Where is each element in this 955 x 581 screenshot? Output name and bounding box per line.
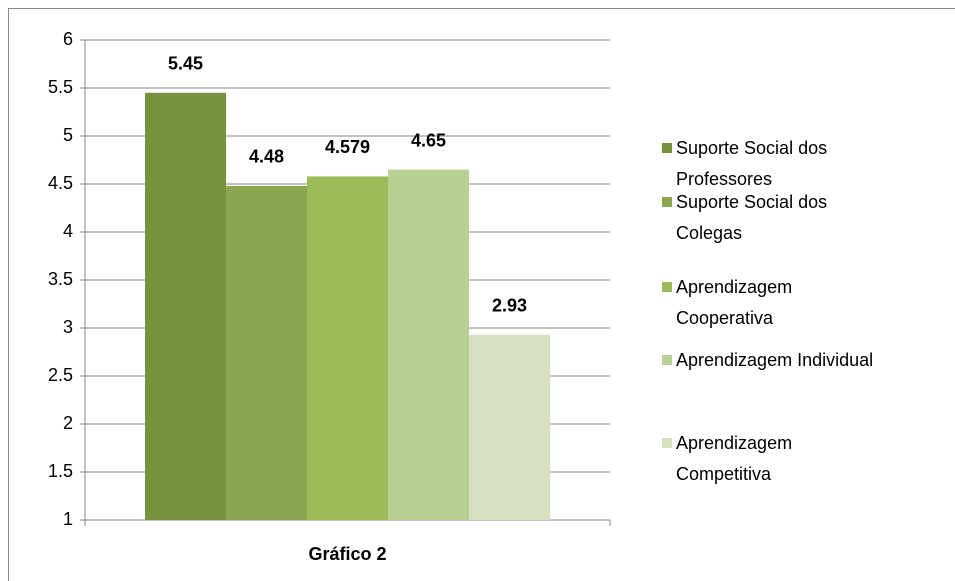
legend-item: Suporte Social dos Professores — [662, 133, 884, 195]
legend-swatch — [662, 143, 672, 153]
y-tick-label: 2 — [63, 413, 73, 433]
y-tick-label: 1.5 — [48, 461, 73, 481]
data-label: 2.93 — [492, 295, 527, 315]
legend-item: Aprendizagem Competitiva — [662, 428, 884, 490]
data-label: 5.45 — [168, 54, 203, 74]
y-tick-label: 4 — [63, 221, 73, 241]
y-tick-label: 2.5 — [48, 365, 73, 385]
legend-swatch — [662, 282, 672, 292]
bar — [388, 169, 469, 520]
legend-swatch — [662, 197, 672, 207]
y-tick-label: 1 — [63, 509, 73, 529]
bar — [307, 176, 388, 520]
legend-label: Suporte Social dos Professores — [676, 138, 828, 189]
legend-swatch — [662, 438, 672, 448]
data-label: 4.579 — [325, 137, 370, 157]
legend-item: Aprendizagem Individual — [662, 345, 884, 376]
y-tick-label: 3.5 — [48, 269, 73, 289]
bar — [226, 185, 307, 521]
legend-item: Aprendizagem Cooperativa — [662, 272, 884, 334]
y-tick-label: 5.5 — [48, 77, 73, 97]
x-tick-label: Gráfico 2 — [308, 544, 386, 564]
data-label: 4.48 — [249, 147, 284, 167]
legend-label: Suporte Social dos Colegas — [676, 192, 828, 243]
y-tick-label: 3 — [63, 317, 73, 337]
data-label: 4.65 — [411, 130, 446, 150]
chart-border — [8, 8, 955, 581]
bar — [469, 334, 550, 520]
bar — [145, 92, 226, 521]
legend-item: Suporte Social dos Colegas — [662, 187, 884, 249]
legend-label: Aprendizagem Competitiva — [676, 433, 793, 484]
y-tick-label: 6 — [63, 29, 73, 49]
legend-label: Aprendizagem Cooperativa — [676, 277, 793, 328]
legend-label: Aprendizagem Individual — [676, 350, 874, 370]
y-tick-label: 4.5 — [48, 173, 73, 193]
legend-swatch — [662, 355, 672, 365]
y-tick-label: 5 — [63, 125, 73, 145]
